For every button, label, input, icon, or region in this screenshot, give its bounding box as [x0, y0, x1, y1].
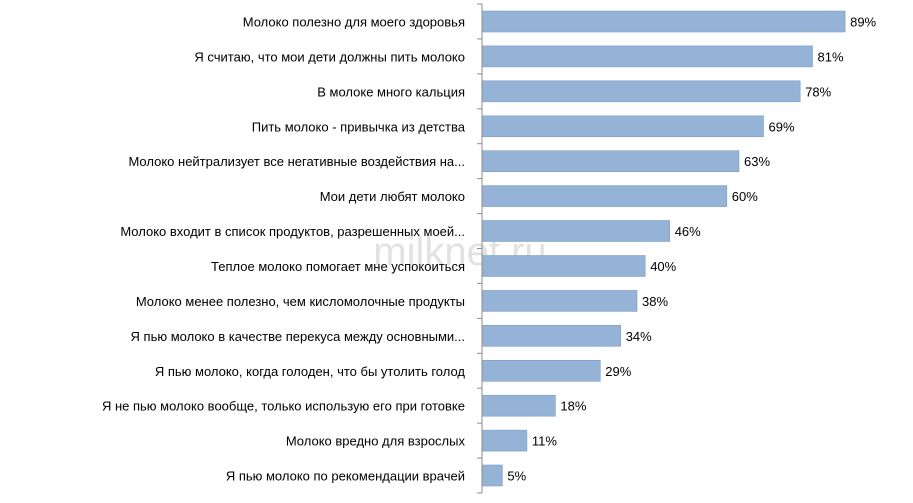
category-label-14: Я пью молоко по рекомендации врачей [226, 469, 465, 484]
value-label-7: 46% [675, 224, 701, 239]
category-label-1: Молоко полезно для моего здоровья [243, 15, 465, 30]
category-label-4: Пить молоко - привычка из детства [252, 119, 466, 134]
value-label-1: 89% [850, 15, 876, 30]
category-label-5: Молоко нейтрализует все негативные возде… [128, 154, 465, 169]
category-label-12: Я не пью молоко вообще, только использую… [102, 399, 465, 414]
category-label-8: Теплое молоко помогает мне успокоиться [211, 259, 465, 274]
category-label-9: Молоко менее полезно, чем кисломолочные … [136, 294, 465, 309]
bar-3 [481, 80, 801, 103]
bar-2 [481, 45, 813, 68]
value-label-5: 63% [744, 154, 770, 169]
value-label-8: 40% [650, 259, 676, 274]
value-label-6: 60% [732, 189, 758, 204]
bar-5 [481, 150, 740, 172]
category-label-2: Я считаю, что мои дети должны пить молок… [194, 49, 465, 64]
bar-10 [481, 324, 621, 347]
bar-14 [481, 464, 503, 487]
value-label-9: 38% [642, 294, 668, 309]
bar-11 [481, 359, 601, 382]
category-axis: Молоко полезно для моего здоровья Я счита… [102, 3, 483, 494]
bar-13 [481, 429, 528, 452]
category-label-13: Молоко вредно для взрослых [286, 434, 466, 449]
category-label-7: Молоко входит в список продуктов, разреш… [120, 224, 465, 239]
category-label-6: Мои дети любят молоко [320, 189, 465, 204]
bar-12 [481, 394, 556, 417]
value-label-12: 18% [560, 399, 586, 414]
bar-6 [481, 185, 728, 207]
bar-1 [481, 10, 846, 33]
value-label-11: 29% [605, 364, 631, 379]
category-label-3: В молоке много кальция [317, 84, 465, 99]
value-label-3: 78% [805, 84, 831, 99]
bars-layer: 89% 81% 78% 69% 63% 60% 46% 40% 38% 34% 29% 18% 11% 5… [481, 10, 877, 487]
bar-8 [481, 255, 646, 277]
value-label-2: 81% [818, 49, 844, 64]
value-label-14: 5% [507, 469, 526, 484]
bar-9 [481, 290, 638, 312]
category-label-11: Я пью молоко, когда голоден, что бы утол… [155, 364, 466, 379]
bar-7 [481, 220, 670, 242]
value-label-13: 11% [532, 434, 557, 449]
value-label-10: 34% [626, 329, 652, 344]
value-label-4: 69% [769, 119, 795, 134]
category-label-10: Я пью молоко в качестве перекуса между о… [131, 329, 465, 344]
bar-4 [481, 115, 764, 138]
